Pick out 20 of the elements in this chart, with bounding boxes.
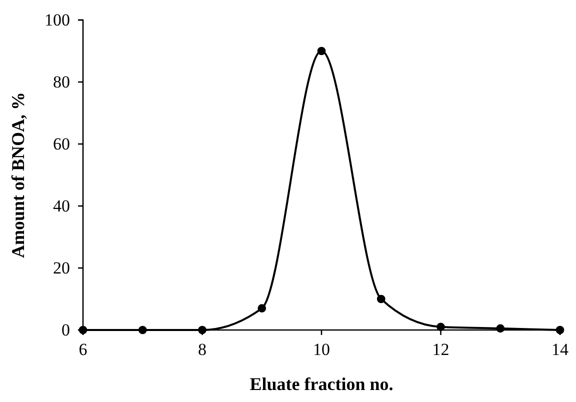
x-axis-title: Eluate fraction no. xyxy=(250,374,394,394)
x-tick-label: 14 xyxy=(552,340,569,360)
x-tick-label: 8 xyxy=(198,340,206,360)
y-tick-label: 40 xyxy=(53,196,70,216)
point xyxy=(317,46,326,56)
point xyxy=(198,326,206,334)
point xyxy=(376,294,386,304)
y-axis-title: Amount of BNOA, % xyxy=(8,92,28,258)
y-tick-label: 60 xyxy=(53,134,70,154)
x-tick-label: 12 xyxy=(432,340,450,360)
y-tick-label: 0 xyxy=(62,320,70,340)
y-tick-label: 100 xyxy=(44,10,70,30)
x-tick-label: 6 xyxy=(78,340,88,360)
point xyxy=(258,304,266,312)
point xyxy=(436,322,445,332)
y-tick-label: 80 xyxy=(53,72,70,92)
y-tick-label: 20 xyxy=(53,258,70,278)
point xyxy=(496,324,505,333)
x-tick-label: 10 xyxy=(313,340,330,360)
point xyxy=(138,326,147,334)
